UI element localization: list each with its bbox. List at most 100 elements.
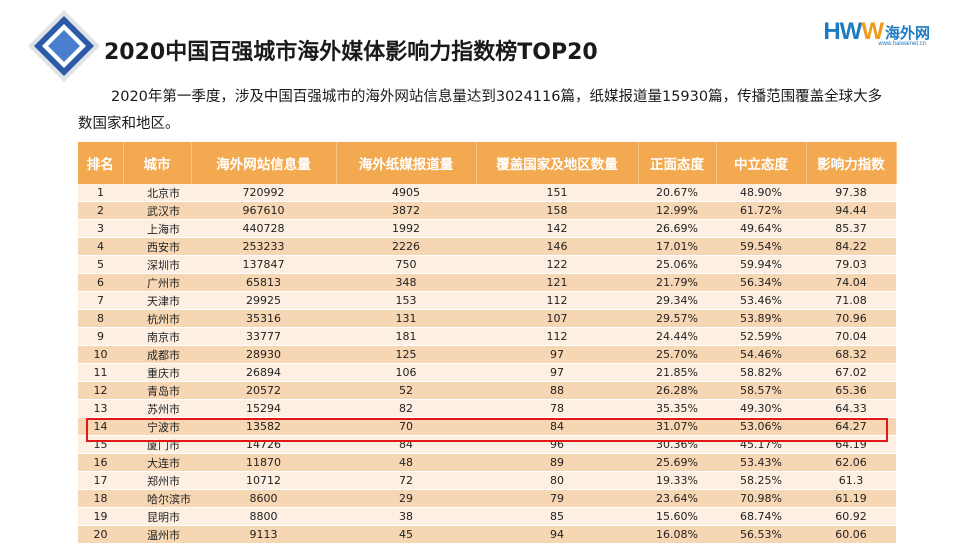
table-cell: 1 bbox=[78, 184, 123, 202]
table-cell: 20.67% bbox=[638, 184, 716, 202]
column-header: 正面态度 bbox=[638, 142, 717, 184]
table-cell: 107 bbox=[476, 309, 638, 328]
table-cell-city: 大连市 bbox=[123, 453, 191, 472]
table-cell: 45 bbox=[336, 525, 476, 544]
table-cell: 72 bbox=[336, 471, 476, 490]
table-cell: 26.28% bbox=[638, 381, 716, 400]
table-cell: 84 bbox=[336, 435, 476, 454]
table-cell-city: 重庆市 bbox=[123, 363, 191, 382]
table-row: 20 温州市 9113 45 94 16.08% 56.53% 60.06 bbox=[78, 525, 896, 544]
table-cell: 13582 bbox=[191, 417, 336, 436]
table-row: 3 上海市 440728 1992 142 26.69% 49.64% 85.37 bbox=[78, 219, 896, 238]
table-cell-city: 上海市 bbox=[123, 219, 191, 238]
table-cell: 142 bbox=[476, 219, 638, 238]
column-header: 海外网站信息量 bbox=[191, 142, 337, 184]
table-cell: 12 bbox=[78, 381, 123, 400]
table-cell: 181 bbox=[336, 327, 476, 346]
table-row: 13 苏州市 15294 82 78 35.35% 49.30% 64.33 bbox=[78, 399, 896, 418]
table-cell: 68.32 bbox=[806, 345, 896, 364]
table-cell: 64.27 bbox=[806, 417, 896, 436]
table-cell: 88 bbox=[476, 381, 638, 400]
table-cell: 106 bbox=[336, 363, 476, 382]
table-cell: 112 bbox=[476, 327, 638, 346]
table-cell: 11870 bbox=[191, 453, 336, 472]
table-cell: 2 bbox=[78, 201, 123, 220]
table-cell: 6 bbox=[78, 273, 123, 292]
table-cell: 59.54% bbox=[716, 237, 806, 256]
table-row: 2 武汉市 967610 3872 158 12.99% 61.72% 94.44 bbox=[78, 201, 896, 220]
column-header: 中立态度 bbox=[716, 142, 807, 184]
table-cell: 97.38 bbox=[806, 184, 896, 202]
table-cell: 84 bbox=[476, 417, 638, 436]
table-cell: 61.3 bbox=[806, 471, 896, 490]
logo-url: www.haiwainet.cn bbox=[878, 41, 926, 47]
table-cell: 8 bbox=[78, 309, 123, 328]
table-cell: 29 bbox=[336, 489, 476, 508]
table-cell-city: 南京市 bbox=[123, 327, 191, 346]
logo-mark: HWW bbox=[823, 18, 884, 45]
table-cell: 13 bbox=[78, 399, 123, 418]
table-cell: 9113 bbox=[191, 525, 336, 544]
table-cell-city: 昆明市 bbox=[123, 507, 191, 526]
table-cell: 17 bbox=[78, 471, 123, 490]
table-cell: 52 bbox=[336, 381, 476, 400]
table-cell: 16 bbox=[78, 453, 123, 472]
table-row: 17 郑州市 10712 72 80 19.33% 58.25% 61.3 bbox=[78, 471, 896, 490]
table-cell: 48.90% bbox=[716, 184, 806, 202]
table-cell: 1992 bbox=[336, 219, 476, 238]
column-header: 影响力指数 bbox=[806, 142, 897, 184]
table-cell: 19.33% bbox=[638, 471, 716, 490]
table-cell: 8800 bbox=[191, 507, 336, 526]
table-cell: 49.64% bbox=[716, 219, 806, 238]
table-cell: 153 bbox=[336, 291, 476, 310]
table-cell: 35316 bbox=[191, 309, 336, 328]
table-cell: 78 bbox=[476, 399, 638, 418]
table-row: 1 北京市 720992 4905 151 20.67% 48.90% 97.38 bbox=[78, 184, 896, 202]
table-cell: 26894 bbox=[191, 363, 336, 382]
table-cell-city: 广州市 bbox=[123, 273, 191, 292]
table-cell: 80 bbox=[476, 471, 638, 490]
table-cell: 121 bbox=[476, 273, 638, 292]
table-cell: 82 bbox=[336, 399, 476, 418]
table-cell: 70.04 bbox=[806, 327, 896, 346]
intro-paragraph: 2020年第一季度，涉及中国百强城市的海外网站信息量达到3024116篇，纸媒报… bbox=[78, 89, 883, 132]
table-cell: 8600 bbox=[191, 489, 336, 508]
table-cell: 16.08% bbox=[638, 525, 716, 544]
table-cell: 348 bbox=[336, 273, 476, 292]
table-cell: 53.43% bbox=[716, 453, 806, 472]
table-cell: 9 bbox=[78, 327, 123, 346]
table-cell: 15.60% bbox=[638, 507, 716, 526]
table-cell-city: 哈尔滨市 bbox=[123, 489, 191, 508]
table-cell: 61.72% bbox=[716, 201, 806, 220]
table-cell: 122 bbox=[476, 255, 638, 274]
table-cell: 28930 bbox=[191, 345, 336, 364]
table-cell: 14726 bbox=[191, 435, 336, 454]
table-cell: 89 bbox=[476, 453, 638, 472]
table-cell: 10712 bbox=[191, 471, 336, 490]
table-cell: 61.19 bbox=[806, 489, 896, 508]
ranking-table: 排名 城市 海外网站信息量 海外纸媒报道量 覆盖国家及地区数量 正面态度 中立态度 影响力指数… bbox=[78, 142, 897, 544]
table-cell: 4 bbox=[78, 237, 123, 256]
table-cell: 2226 bbox=[336, 237, 476, 256]
table-cell: 94.44 bbox=[806, 201, 896, 220]
table-cell: 53.89% bbox=[716, 309, 806, 328]
table-cell: 35.35% bbox=[638, 399, 716, 418]
table-cell: 131 bbox=[336, 309, 476, 328]
table-cell: 58.57% bbox=[716, 381, 806, 400]
table-row: 12 青岛市 20572 52 88 26.28% 58.57% 65.36 bbox=[78, 381, 896, 400]
table-cell: 70.96 bbox=[806, 309, 896, 328]
table-cell: 15 bbox=[78, 435, 123, 454]
table-cell: 62.06 bbox=[806, 453, 896, 472]
table-cell: 52.59% bbox=[716, 327, 806, 346]
table-row: 16 大连市 11870 48 89 25.69% 53.43% 62.06 bbox=[78, 453, 896, 472]
table-cell: 253233 bbox=[191, 237, 336, 256]
table-cell: 25.70% bbox=[638, 345, 716, 364]
table-cell: 18 bbox=[78, 489, 123, 508]
table-cell: 38 bbox=[336, 507, 476, 526]
table-cell: 48 bbox=[336, 453, 476, 472]
table-cell: 56.53% bbox=[716, 525, 806, 544]
table-cell: 97 bbox=[476, 345, 638, 364]
table-row: 9 南京市 33777 181 112 24.44% 52.59% 70.04 bbox=[78, 327, 896, 346]
table-row: 18 哈尔滨市 8600 29 79 23.64% 70.98% 61.19 bbox=[78, 489, 896, 508]
table-cell: 25.69% bbox=[638, 453, 716, 472]
